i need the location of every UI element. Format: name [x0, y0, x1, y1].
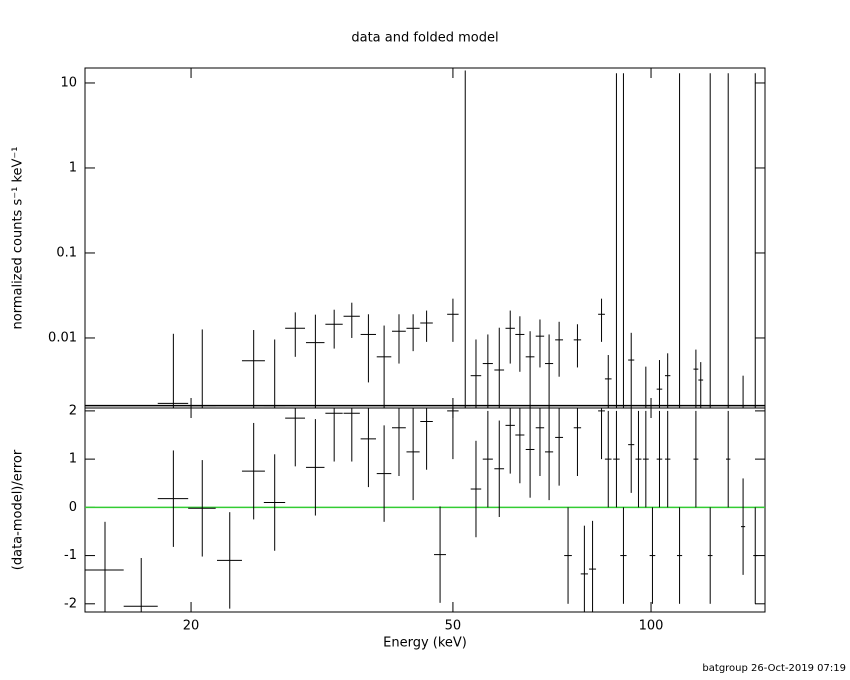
plot-frame [84, 67, 766, 409]
y-tick-label: 10 [60, 75, 77, 90]
y-tick-label: 2 [69, 403, 77, 418]
x-tick-label: 100 [639, 619, 664, 634]
y-axis-label: normalized counts s⁻¹ keV⁻¹ [11, 147, 26, 330]
x-tick-label: 50 [445, 619, 462, 634]
y-tick-label: 1 [69, 160, 77, 175]
y-tick-label: -1 [64, 548, 77, 563]
x-axis-label: Energy (keV) [383, 636, 467, 651]
y-tick-label: 0.1 [56, 245, 77, 260]
y-tick-label: -2 [64, 596, 77, 611]
chart-title: data and folded model [351, 31, 498, 46]
y-tick-label: 0.01 [48, 330, 77, 345]
plot-frame [84, 407, 766, 613]
y-tick-label: 1 [69, 452, 77, 467]
footer: batgroup 26-Oct-2019 07:19 [702, 663, 846, 674]
y-axis-label: (data-model)/error [11, 449, 26, 570]
y-tick-label: 0 [69, 500, 77, 515]
x-tick-label: 20 [183, 619, 200, 634]
